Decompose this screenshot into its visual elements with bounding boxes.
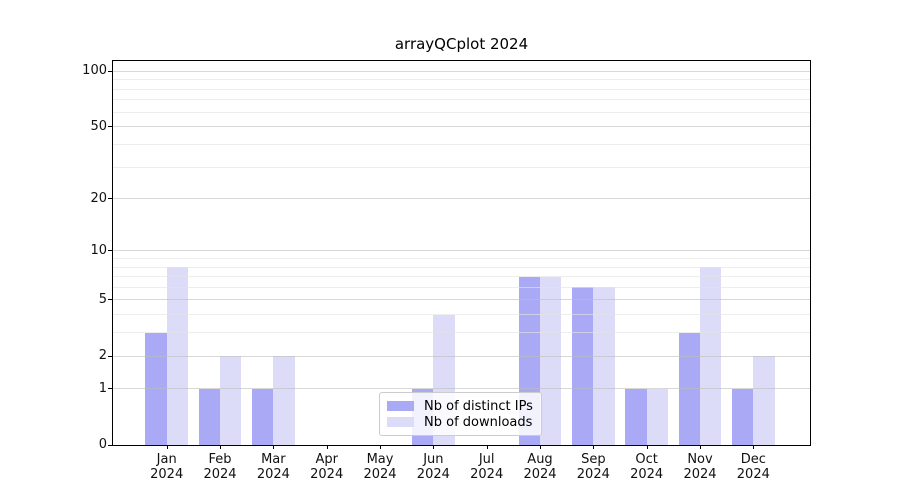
bar-downloads-feb — [220, 356, 242, 445]
bar-ips-mar — [252, 388, 274, 445]
bar-ips-sep — [572, 287, 594, 445]
legend-label: Nb of downloads — [424, 414, 533, 430]
x-tick-label-aug: Aug 2024 — [523, 452, 557, 482]
legend-row: Nb of distinct IPs — [387, 398, 534, 414]
x-tick-mark — [166, 445, 168, 449]
minor-gridline — [113, 111, 810, 113]
x-tick-label-feb: Feb 2024 — [203, 452, 237, 482]
minor-gridline — [113, 88, 810, 90]
major-gridline — [113, 70, 810, 72]
x-tick-mark — [753, 445, 755, 449]
x-tick-label-apr: Apr 2024 — [310, 452, 344, 482]
x-tick-mark — [540, 445, 541, 449]
y-tick-label: 20 — [90, 190, 107, 206]
bar-downloads-aug — [540, 276, 562, 445]
x-tick-mark — [646, 445, 648, 449]
x-tick-mark — [273, 445, 275, 449]
bar-downloads-nov — [700, 267, 722, 445]
x-tick-label-sep: Sep 2024 — [576, 452, 610, 482]
y-tick-label: 100 — [82, 63, 107, 79]
y-tick-label: 10 — [90, 242, 107, 258]
x-tick-label-oct: Oct 2024 — [630, 452, 664, 482]
minor-gridline — [113, 79, 810, 81]
x-tick-label-jul: Jul 2024 — [470, 452, 504, 482]
y-tick-mark — [108, 70, 112, 72]
bar-ips-nov — [678, 332, 700, 445]
x-tick-mark — [326, 445, 328, 449]
y-tick-mark — [108, 299, 112, 301]
bar-ips-jan — [145, 332, 167, 445]
bar-downloads-dec — [753, 356, 775, 445]
plot-area: 0 1 2 5 10 20 50 100 Jan 2024 Feb 2024 Mar 2024 Apr… — [82, 60, 811, 482]
y-tick-label: 5 — [98, 291, 107, 307]
x-tick-label-mar: Mar 2024 — [256, 452, 290, 482]
major-gridline — [113, 126, 810, 128]
x-tick-mark — [433, 445, 435, 449]
y-tick-mark — [108, 198, 112, 200]
legend: Nb of distinct IPs Nb of downloads — [379, 392, 542, 436]
major-gridline — [113, 198, 810, 200]
y-tick-mark — [108, 444, 112, 446]
legend-label: Nb of distinct IPs — [424, 398, 533, 414]
y-tick-mark — [108, 355, 112, 357]
minor-gridline — [113, 99, 810, 101]
minor-gridline — [113, 166, 810, 168]
x-tick-mark — [380, 445, 382, 449]
y-tick-mark — [108, 126, 112, 128]
bar-downloads-oct — [646, 388, 668, 445]
x-tick-mark — [593, 445, 595, 449]
x-tick-label-nov: Nov 2024 — [683, 452, 717, 482]
bar-ips-oct — [625, 388, 647, 445]
x-tick-mark — [700, 445, 701, 449]
y-tick-label: 1 — [98, 380, 107, 396]
x-tick-mark — [220, 445, 222, 449]
x-tick-label-dec: Dec 2024 — [736, 452, 770, 482]
y-tick-label: 2 — [98, 348, 107, 364]
bar-downloads-mar — [273, 356, 295, 445]
legend-swatch-ips — [387, 401, 414, 411]
minor-gridline — [113, 258, 810, 260]
bar-ips-dec — [732, 388, 754, 445]
x-tick-mark — [486, 445, 488, 449]
bar-ips-feb — [198, 388, 221, 445]
x-tick-label-jun: Jun 2024 — [416, 452, 450, 482]
chart-title: arrayQCplot 2024 — [394, 35, 529, 53]
y-tick-mark — [108, 388, 112, 390]
y-tick-mark — [108, 250, 112, 252]
bar-downloads-jan — [166, 267, 189, 445]
legend-row: Nb of downloads — [387, 414, 534, 430]
x-tick-label-may: May 2024 — [363, 452, 397, 482]
x-tick-label-jan: Jan 2024 — [150, 452, 184, 482]
y-tick-label: 50 — [90, 118, 107, 134]
minor-gridline — [113, 143, 810, 145]
y-tick-label: 0 — [98, 437, 107, 452]
legend-swatch-downloads — [387, 417, 414, 427]
bar-downloads-sep — [593, 287, 615, 445]
major-gridline — [113, 250, 810, 252]
